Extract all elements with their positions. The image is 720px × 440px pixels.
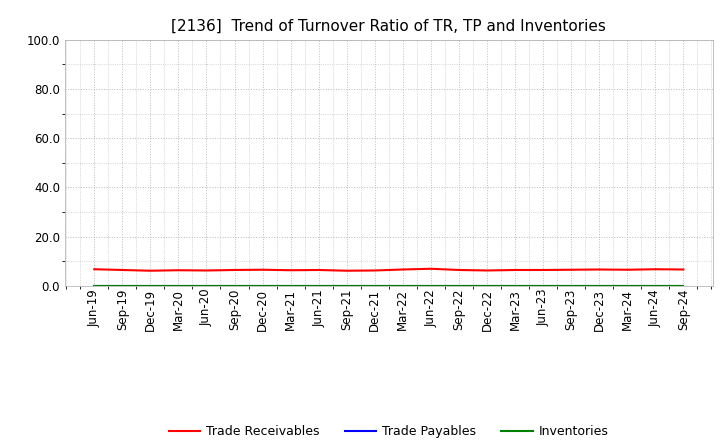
Inventories [202, 283, 211, 288]
Trade Payables [595, 283, 603, 288]
Trade Payables [343, 283, 351, 288]
Inventories [510, 283, 519, 288]
Trade Receivables [315, 268, 323, 273]
Trade Payables [202, 283, 211, 288]
Trade Payables [539, 283, 547, 288]
Inventories [258, 283, 267, 288]
Trade Receivables [454, 268, 463, 273]
Trade Receivables [539, 268, 547, 273]
Trade Receivables [510, 268, 519, 273]
Inventories [343, 283, 351, 288]
Trade Receivables [482, 268, 491, 273]
Trade Receivables [230, 268, 239, 273]
Inventories [482, 283, 491, 288]
Trade Payables [146, 283, 155, 288]
Trade Receivables [371, 268, 379, 273]
Trade Payables [454, 283, 463, 288]
Inventories [454, 283, 463, 288]
Trade Receivables [202, 268, 211, 273]
Trade Payables [90, 283, 99, 288]
Trade Payables [482, 283, 491, 288]
Trade Receivables [595, 267, 603, 272]
Inventories [679, 283, 688, 288]
Trade Receivables [567, 267, 575, 272]
Trade Receivables [426, 266, 435, 271]
Trade Receivables [174, 268, 183, 273]
Inventories [118, 283, 127, 288]
Line: Trade Receivables: Trade Receivables [94, 269, 683, 271]
Trade Receivables [287, 268, 295, 273]
Inventories [287, 283, 295, 288]
Inventories [174, 283, 183, 288]
Trade Receivables [651, 267, 660, 272]
Trade Payables [230, 283, 239, 288]
Title: [2136]  Trend of Turnover Ratio of TR, TP and Inventories: [2136] Trend of Turnover Ratio of TR, TP… [171, 19, 606, 34]
Trade Payables [567, 283, 575, 288]
Inventories [398, 283, 407, 288]
Trade Payables [510, 283, 519, 288]
Trade Payables [118, 283, 127, 288]
Trade Payables [174, 283, 183, 288]
Inventories [426, 283, 435, 288]
Inventories [651, 283, 660, 288]
Inventories [315, 283, 323, 288]
Trade Receivables [90, 267, 99, 272]
Inventories [595, 283, 603, 288]
Inventories [90, 283, 99, 288]
Trade Payables [371, 283, 379, 288]
Trade Receivables [623, 267, 631, 272]
Trade Payables [398, 283, 407, 288]
Trade Payables [623, 283, 631, 288]
Trade Payables [315, 283, 323, 288]
Inventories [230, 283, 239, 288]
Trade Receivables [343, 268, 351, 273]
Inventories [623, 283, 631, 288]
Trade Payables [287, 283, 295, 288]
Inventories [146, 283, 155, 288]
Inventories [567, 283, 575, 288]
Trade Payables [679, 283, 688, 288]
Trade Payables [426, 283, 435, 288]
Trade Payables [258, 283, 267, 288]
Inventories [539, 283, 547, 288]
Legend: Trade Receivables, Trade Payables, Inventories: Trade Receivables, Trade Payables, Inven… [164, 420, 613, 440]
Trade Receivables [118, 268, 127, 273]
Trade Receivables [679, 267, 688, 272]
Trade Payables [651, 283, 660, 288]
Trade Receivables [398, 267, 407, 272]
Trade Receivables [258, 267, 267, 272]
Inventories [371, 283, 379, 288]
Trade Receivables [146, 268, 155, 273]
